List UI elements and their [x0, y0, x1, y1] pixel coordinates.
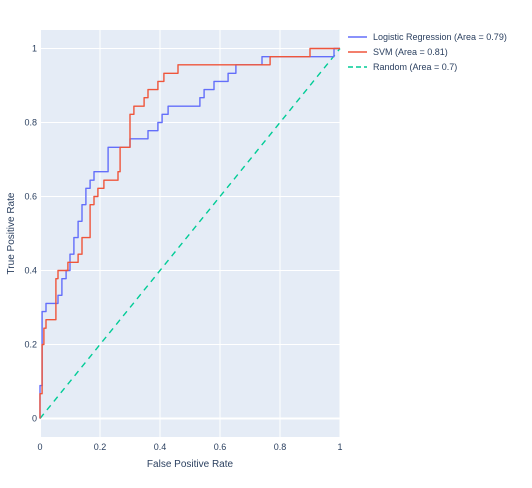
y-tick-label: 0.2	[24, 340, 37, 350]
y-tick-label: 0	[32, 414, 37, 424]
series-line-0	[39, 47, 340, 419]
x-tick-label: 0.8	[274, 442, 287, 452]
y-axis-ticks: 0 0.2 0.4 0.6 0.8 1	[24, 44, 37, 424]
x-tick-label: 0	[37, 442, 42, 452]
grid	[40, 30, 341, 437]
legend-label: Logistic Regression (Area = 0.79)	[373, 32, 507, 42]
x-axis-title: False Positive Rate	[147, 459, 234, 470]
x-tick-label: 1	[337, 442, 342, 452]
legend-label: Random (Area = 0.7)	[373, 62, 457, 72]
legend[interactable]: Logistic Regression (Area = 0.79) SVM (Ar…	[348, 32, 507, 72]
legend-item[interactable]: SVM (Area = 0.81)	[348, 47, 448, 57]
x-tick-label: 0.6	[214, 442, 227, 452]
legend-item[interactable]: Logistic Regression (Area = 0.79)	[348, 32, 507, 42]
y-tick-label: 0.8	[24, 118, 37, 128]
y-tick-label: 0.4	[24, 266, 37, 276]
zero-lines	[39, 30, 340, 437]
y-tick-label: 0.6	[24, 192, 37, 202]
series-line-2	[39, 48, 341, 419]
x-tick-label: 0.4	[154, 442, 167, 452]
series-layer	[39, 47, 341, 419]
plot-area	[40, 30, 340, 437]
legend-item[interactable]: Random (Area = 0.7)	[348, 62, 457, 72]
y-tick-label: 1	[32, 44, 37, 54]
legend-label: SVM (Area = 0.81)	[373, 47, 448, 57]
x-axis-ticks: 0 0.2 0.4 0.6 0.8 1	[37, 442, 342, 452]
y-axis-title: True Positive Rate	[6, 192, 17, 274]
x-tick-label: 0.2	[94, 442, 107, 452]
series-line-1	[39, 47, 340, 419]
